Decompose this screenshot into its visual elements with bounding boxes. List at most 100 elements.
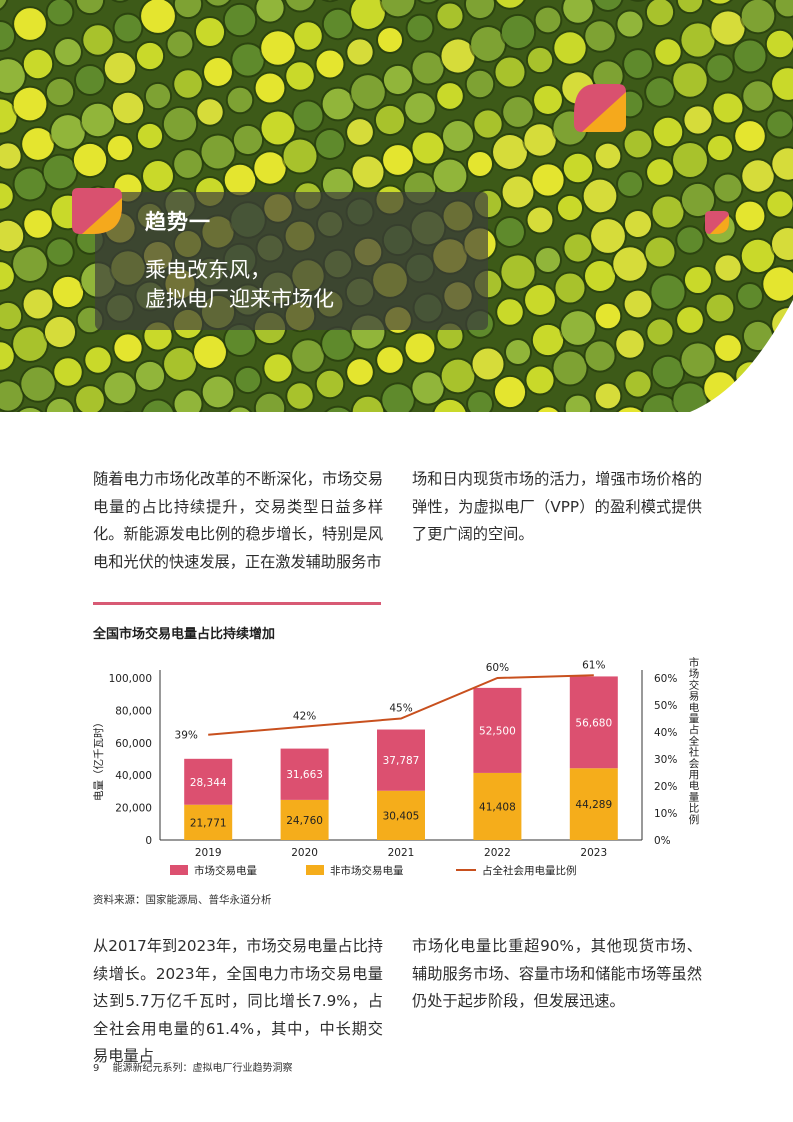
y2-tick-label: 10% xyxy=(654,808,677,820)
shrub xyxy=(13,87,47,121)
shrub xyxy=(613,247,647,281)
y2-axis-label-char: 占 xyxy=(689,723,700,736)
shrub xyxy=(174,70,202,98)
bar-non-market xyxy=(280,799,329,840)
x-tick-label: 2021 xyxy=(388,847,415,859)
shrub xyxy=(21,367,55,401)
shrub xyxy=(225,325,255,355)
shrub xyxy=(194,336,226,368)
shrub xyxy=(230,407,250,412)
shrub xyxy=(532,164,564,196)
shrub xyxy=(347,39,373,65)
shrub xyxy=(713,93,743,123)
bar-market xyxy=(184,758,233,805)
shrub xyxy=(382,384,414,412)
shrub xyxy=(195,17,225,47)
shrub xyxy=(706,294,734,322)
shrub xyxy=(224,164,256,196)
shrub xyxy=(13,247,47,281)
shrub xyxy=(206,0,230,6)
shrub xyxy=(377,347,403,373)
y-tick-label: 40,000 xyxy=(115,770,152,782)
shrub xyxy=(681,23,715,57)
shrub xyxy=(526,366,554,394)
bar-label-non-market: 24,760 xyxy=(286,815,323,827)
shrub xyxy=(233,125,263,155)
intro-paragraph-col2: 场和日内现货市场的活力，增强市场价格的弹性，为虚拟电厂（VPP）的盈利模式提供了… xyxy=(412,470,702,543)
shrub xyxy=(737,283,763,309)
shrub xyxy=(735,121,765,151)
shrub xyxy=(561,311,595,345)
shrub xyxy=(137,123,163,149)
shrub xyxy=(467,391,493,412)
shrub xyxy=(645,237,675,267)
shrub xyxy=(585,341,615,371)
shrub xyxy=(527,47,553,73)
shrub xyxy=(673,143,707,177)
y2-axis-label-char: 用 xyxy=(689,769,700,781)
bar-market xyxy=(280,748,329,800)
shrub xyxy=(496,0,524,8)
shrub xyxy=(316,130,344,158)
shrub xyxy=(535,247,561,273)
shrub xyxy=(381,0,415,17)
shrub xyxy=(527,207,553,233)
shrub xyxy=(0,302,22,330)
shrub xyxy=(51,115,85,149)
y2-axis-label-char: 比 xyxy=(689,802,700,815)
shrub xyxy=(646,0,674,26)
shrub xyxy=(646,78,674,106)
shrub xyxy=(107,135,133,161)
shrub xyxy=(23,289,53,319)
shrub xyxy=(227,87,253,113)
shrub xyxy=(347,119,373,145)
shrub xyxy=(412,372,444,404)
bar-label-non-market: 21,771 xyxy=(190,817,227,829)
shrub xyxy=(73,143,107,177)
shrub xyxy=(651,275,685,309)
shrub xyxy=(553,351,587,385)
section-divider xyxy=(93,602,381,605)
share-line-label: 39% xyxy=(175,730,198,742)
shrub xyxy=(554,32,586,64)
y2-axis-label-char: 社 xyxy=(689,746,700,759)
shrub xyxy=(467,151,493,177)
bar-label-market: 56,680 xyxy=(575,717,612,729)
shrub xyxy=(292,340,324,372)
shrub xyxy=(505,339,531,365)
shrub xyxy=(197,99,223,125)
x-tick-label: 2020 xyxy=(291,847,318,859)
shrub xyxy=(383,145,413,175)
bar-non-market xyxy=(569,768,618,840)
shrub xyxy=(652,356,684,388)
shrub xyxy=(684,266,712,294)
shrub xyxy=(323,9,353,39)
legend-label-share: 占全社会用电量比例 xyxy=(482,864,577,877)
shrub xyxy=(595,383,621,409)
shrub xyxy=(0,220,24,252)
bar-non-market xyxy=(473,772,522,840)
hero-title-line1: 乘电改东风， xyxy=(145,258,271,282)
shrub xyxy=(617,11,643,37)
hero-image: 趋势一 乘电改东风， 虚拟电厂迎来市场化 xyxy=(0,0,793,412)
y2-axis-label-char: 例 xyxy=(689,813,700,826)
shrub xyxy=(441,39,475,73)
shrub xyxy=(0,342,14,370)
shrub xyxy=(46,398,74,412)
legend-swatch-market xyxy=(170,865,188,875)
bar-market xyxy=(569,676,618,769)
shrub xyxy=(465,0,495,19)
share-line xyxy=(208,674,594,736)
shrub xyxy=(707,55,733,81)
shrub xyxy=(255,393,285,412)
shrub xyxy=(19,408,41,412)
bar-label-market: 31,663 xyxy=(286,769,323,781)
shrub xyxy=(143,400,173,412)
shrub xyxy=(673,383,707,412)
shrub xyxy=(286,62,314,90)
analysis-paragraph-col2: 市场化电量比重超90%，其他现货市场、辅助服务市场、容量市场和储能市场等虽然仍处… xyxy=(412,937,702,1010)
source-note: 资料来源：国家能源局、普华永道分析 xyxy=(93,894,272,906)
shrub xyxy=(734,40,766,72)
shrub xyxy=(472,348,504,380)
shrub xyxy=(743,81,773,111)
